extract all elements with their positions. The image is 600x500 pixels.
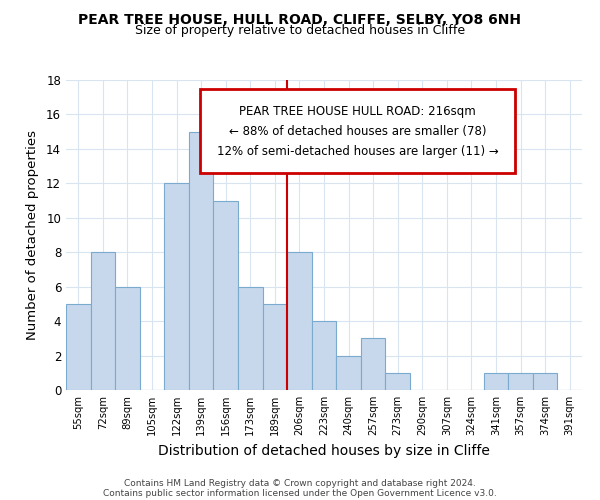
Text: Contains HM Land Registry data © Crown copyright and database right 2024.: Contains HM Land Registry data © Crown c… [124, 478, 476, 488]
Bar [91, 252, 115, 390]
Bar [115, 286, 140, 390]
Bar [66, 304, 91, 390]
Bar [533, 373, 557, 390]
X-axis label: Distribution of detached houses by size in Cliffe: Distribution of detached houses by size … [158, 444, 490, 458]
Bar [508, 373, 533, 390]
Bar [287, 252, 312, 390]
Bar [385, 373, 410, 390]
FancyBboxPatch shape [200, 90, 515, 173]
Bar [336, 356, 361, 390]
Bar [484, 373, 508, 390]
Bar [238, 286, 263, 390]
Text: PEAR TREE HOUSE HULL ROAD: 216sqm
← 88% of detached houses are smaller (78)
12% : PEAR TREE HOUSE HULL ROAD: 216sqm ← 88% … [217, 104, 499, 158]
Bar [263, 304, 287, 390]
Text: Contains public sector information licensed under the Open Government Licence v3: Contains public sector information licen… [103, 488, 497, 498]
Bar [312, 321, 336, 390]
Bar [214, 200, 238, 390]
Text: PEAR TREE HOUSE, HULL ROAD, CLIFFE, SELBY, YO8 6NH: PEAR TREE HOUSE, HULL ROAD, CLIFFE, SELB… [79, 12, 521, 26]
Bar [189, 132, 214, 390]
Bar [164, 184, 189, 390]
Bar [361, 338, 385, 390]
Text: Size of property relative to detached houses in Cliffe: Size of property relative to detached ho… [135, 24, 465, 37]
Y-axis label: Number of detached properties: Number of detached properties [26, 130, 39, 340]
